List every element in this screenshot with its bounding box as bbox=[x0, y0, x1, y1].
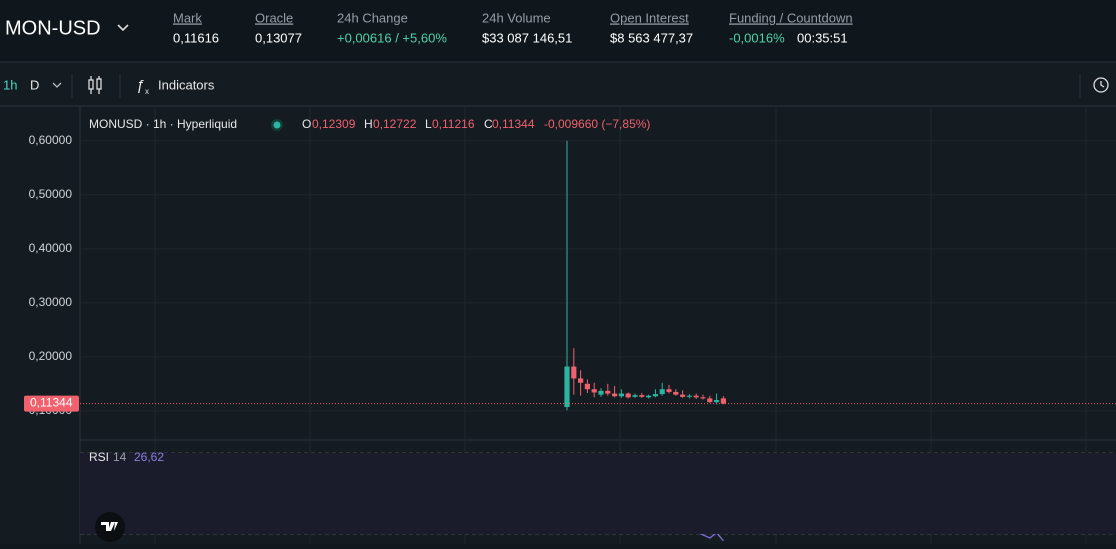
stat-value: +0,00616 / +5,60% bbox=[337, 30, 447, 45]
legend-item: -0,009660 (−7,85%) bbox=[544, 117, 650, 131]
rsi-period: 14 bbox=[113, 450, 127, 464]
symbol[interactable]: MON-USD bbox=[5, 17, 101, 39]
stat-value: 0,11616 bbox=[173, 30, 219, 45]
legend-item: 0,11216 bbox=[432, 117, 475, 131]
legend: O 0,12309 H 0,12722 L 0,11216 C 0,11344 -0,00966… bbox=[302, 117, 650, 131]
legend-item: 0,12722 bbox=[373, 117, 417, 131]
rsi-band bbox=[80, 453, 1116, 534]
fx-icon[interactable]: ƒ bbox=[136, 77, 144, 94]
y-tick-label: 0,30000 bbox=[29, 295, 73, 309]
candle-body bbox=[618, 393, 624, 397]
stat-label: Mark bbox=[173, 10, 202, 25]
legend-item: O bbox=[302, 117, 311, 131]
stats: Mark 0,11616 Oracle 0,13077 24h Change +0,006… bbox=[173, 10, 853, 45]
rsi-value: 26,62 bbox=[134, 450, 164, 464]
y-tick-label: 0,40000 bbox=[29, 241, 73, 255]
stat-label: 24h Change bbox=[337, 10, 408, 25]
stat-label: Oracle bbox=[255, 10, 293, 25]
rsi-name: RSI bbox=[89, 450, 109, 464]
candle-body bbox=[652, 394, 658, 397]
stat-value: 00:35:51 bbox=[797, 30, 848, 45]
candle-body bbox=[720, 398, 726, 404]
candle-body bbox=[584, 383, 590, 390]
legend-item: H bbox=[364, 117, 373, 131]
candle-body bbox=[578, 378, 584, 383]
candle-body bbox=[666, 389, 672, 392]
y-tick-label: 0,20000 bbox=[29, 349, 73, 363]
candle-body bbox=[571, 366, 577, 379]
status-dot bbox=[273, 121, 281, 129]
stat-value: $8 563 477,37 bbox=[610, 30, 693, 45]
candle-body bbox=[673, 391, 679, 395]
stat-value: 0,13077 bbox=[255, 30, 302, 45]
candle-body bbox=[686, 395, 692, 397]
candle-body bbox=[625, 393, 631, 398]
candle-body bbox=[659, 389, 665, 395]
symbol-chevron[interactable] bbox=[117, 24, 129, 32]
tradingview-logo bbox=[95, 512, 125, 542]
stat-label: Funding / Countdown bbox=[729, 10, 853, 25]
stat-value: $33 087 146,51 bbox=[482, 30, 572, 45]
candle-body bbox=[700, 397, 706, 399]
legend-item: L bbox=[425, 117, 432, 131]
candle-body bbox=[646, 395, 652, 398]
candle-body bbox=[680, 394, 686, 397]
chart-style[interactable]: D bbox=[30, 77, 39, 92]
stat-label: Open Interest bbox=[610, 10, 689, 25]
candle-body bbox=[693, 395, 699, 398]
y-tick-label: 0,60000 bbox=[29, 133, 73, 147]
fx-icon-sub[interactable]: x bbox=[145, 87, 149, 96]
interval-chevron[interactable] bbox=[52, 82, 62, 88]
legend-symbol: MONUSD · 1h · Hyperliquid bbox=[89, 117, 237, 131]
stat-label: 24h Volume bbox=[482, 10, 551, 25]
candle-body bbox=[707, 398, 713, 403]
legend-item: C bbox=[484, 117, 493, 131]
last-price-label: 0,11344 bbox=[30, 396, 73, 410]
candle-body bbox=[564, 366, 570, 408]
candle-body bbox=[639, 395, 645, 397]
grid: 0,600000,500000,400000,300000,200000,100… bbox=[29, 106, 1116, 544]
indicators-button[interactable]: Indicators bbox=[158, 77, 215, 92]
candle-body bbox=[632, 395, 638, 397]
candle-icon[interactable] bbox=[88, 76, 102, 94]
y-tick-label: 0,50000 bbox=[29, 187, 73, 201]
interval[interactable]: 1h bbox=[3, 77, 17, 92]
header-bar bbox=[0, 0, 1116, 62]
clock-icon[interactable] bbox=[1093, 77, 1109, 93]
candle-body bbox=[612, 393, 618, 397]
legend-item: 0,11344 bbox=[492, 117, 535, 131]
candle-body bbox=[598, 390, 604, 395]
last-price-badge bbox=[24, 395, 79, 412]
legend-item: 0,12309 bbox=[312, 117, 356, 131]
candle-body bbox=[714, 400, 720, 403]
stat-value: -0,0016% bbox=[729, 30, 785, 45]
candle-body bbox=[605, 390, 611, 394]
candle-body bbox=[591, 389, 597, 393]
